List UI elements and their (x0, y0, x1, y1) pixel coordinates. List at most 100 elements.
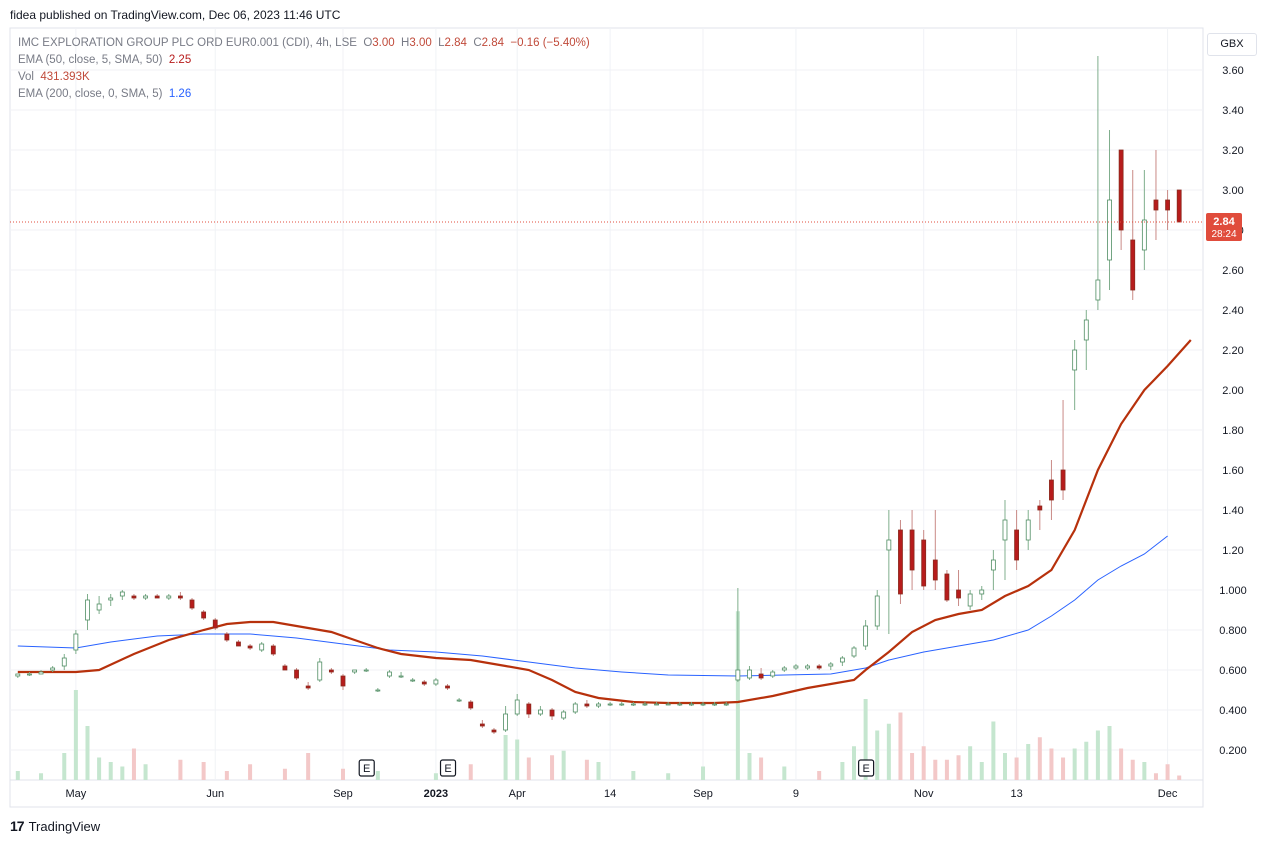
legend-vol-row[interactable]: Vol 431.393K (18, 69, 590, 86)
tradingview-logo-icon: 17 (10, 818, 25, 834)
candle-body (1130, 239, 1136, 291)
y-tick-label: 0.800 (1219, 625, 1247, 637)
candle-body (15, 673, 21, 677)
legend-ema50-label: EMA (50, close, 5, SMA, 50) (18, 54, 163, 66)
volume-bar (1107, 726, 1112, 780)
candle-body (839, 657, 845, 663)
y-tick-label: 3.40 (1222, 105, 1243, 117)
volume-bar (131, 748, 136, 780)
volume-bar (526, 757, 531, 780)
legend-low: 2.84 (444, 37, 467, 49)
legend-ema50-value: 2.25 (168, 54, 192, 66)
volume-bar (886, 723, 891, 780)
candle-body (456, 699, 462, 702)
volume-bar (875, 730, 880, 780)
volume-bar (97, 757, 102, 780)
x-tick-label: Apr (509, 788, 526, 800)
volume-bar (735, 611, 740, 780)
x-tick-label: 2023 (424, 788, 448, 800)
volume-bar (375, 771, 380, 780)
legend-ema200-row[interactable]: EMA (200, close, 0, SMA, 5) 1.26 (18, 86, 590, 103)
bar-countdown: 28:24 (1211, 229, 1236, 240)
volume-bar (1130, 759, 1135, 780)
volume-bar (120, 766, 125, 780)
volume-bar (933, 759, 938, 780)
legend-ema200-label: EMA (200, close, 0, SMA, 5) (18, 88, 163, 100)
candle-body (143, 595, 148, 599)
candle-body (851, 647, 857, 657)
candle-body (572, 703, 578, 713)
volume-bar (991, 721, 996, 780)
y-tick-label: 3.60 (1222, 65, 1243, 77)
candle-body (224, 633, 230, 641)
candle-body (805, 665, 810, 669)
candle-body (1025, 519, 1031, 541)
volume-bar (282, 768, 287, 780)
volume-bar (631, 771, 636, 780)
volume-bar (201, 762, 206, 780)
candle-body (119, 591, 125, 597)
legend-vol-value: 431.393K (40, 71, 90, 83)
chart-frame (9, 27, 1204, 808)
y-tick-label: 2.40 (1222, 305, 1243, 317)
volume-bar (1153, 773, 1158, 780)
x-tick-label: Dec (1158, 788, 1178, 800)
y-tick-label: 2.00 (1222, 385, 1243, 397)
volume-bar (503, 735, 508, 780)
volume-bar (1142, 762, 1147, 780)
candle-body (956, 589, 961, 599)
volume-bar (1061, 757, 1066, 780)
volume-bar (515, 739, 520, 780)
x-tick-label: Sep (333, 788, 353, 800)
volume-bar (468, 764, 473, 780)
candle-body (491, 729, 497, 733)
legend-close: 2.84 (481, 37, 505, 49)
y-tick-label: 2.20 (1222, 345, 1243, 357)
earnings-marker (439, 759, 457, 777)
volume-bar (1165, 764, 1170, 780)
last-price-tag (1206, 213, 1242, 241)
candle-body (1141, 219, 1147, 251)
volume-bar (561, 750, 566, 780)
volume-bar (944, 759, 949, 780)
legend-high: 3.00 (409, 37, 432, 49)
candle-body (387, 671, 392, 677)
candle-body (909, 529, 915, 571)
candle-body (479, 723, 485, 727)
volume-bar (666, 773, 671, 780)
candle-body (282, 665, 288, 671)
legend-ema50-row[interactable]: EMA (50, close, 5, SMA, 50) 2.25 (18, 52, 590, 69)
volume-bar (248, 764, 253, 780)
candle-body (735, 669, 741, 681)
y-tick-label: 1.20 (1222, 545, 1243, 557)
volume-bar (433, 773, 438, 780)
candle-body (816, 665, 822, 669)
candle-body (1072, 349, 1078, 371)
candle-body (317, 661, 323, 681)
legend-symbol[interactable]: IMC EXPLORATION GROUP PLC ORD EUR0.001 (… (18, 37, 357, 49)
x-tick-label: Nov (914, 788, 934, 800)
candle-body (73, 633, 79, 651)
candle-body (340, 675, 346, 687)
candle-body (793, 665, 799, 669)
candle-body (1153, 199, 1159, 211)
volume-bar (1119, 748, 1124, 780)
legend-close-label: C (473, 37, 482, 49)
tradingview-logo[interactable]: 17 TradingView (10, 818, 100, 834)
candle-body (689, 703, 694, 706)
volume-bar (224, 771, 229, 780)
volume-bar (852, 746, 857, 780)
volume-bar (306, 753, 311, 780)
last-price-value: 2.84 (1213, 216, 1235, 228)
volume-bar (701, 766, 706, 780)
volume-bar (1002, 753, 1007, 780)
legend-symbol-row: IMC EXPLORATION GROUP PLC ORD EUR0.001 (… (18, 35, 590, 52)
volume-bar (1049, 748, 1054, 780)
chart-legend: IMC EXPLORATION GROUP PLC ORD EUR0.001 (… (18, 35, 590, 103)
candle-body (61, 657, 67, 667)
candle-body (700, 703, 706, 706)
currency-button[interactable]: GBX (1207, 33, 1257, 56)
candle-body (654, 703, 659, 706)
candle-body (607, 703, 613, 706)
